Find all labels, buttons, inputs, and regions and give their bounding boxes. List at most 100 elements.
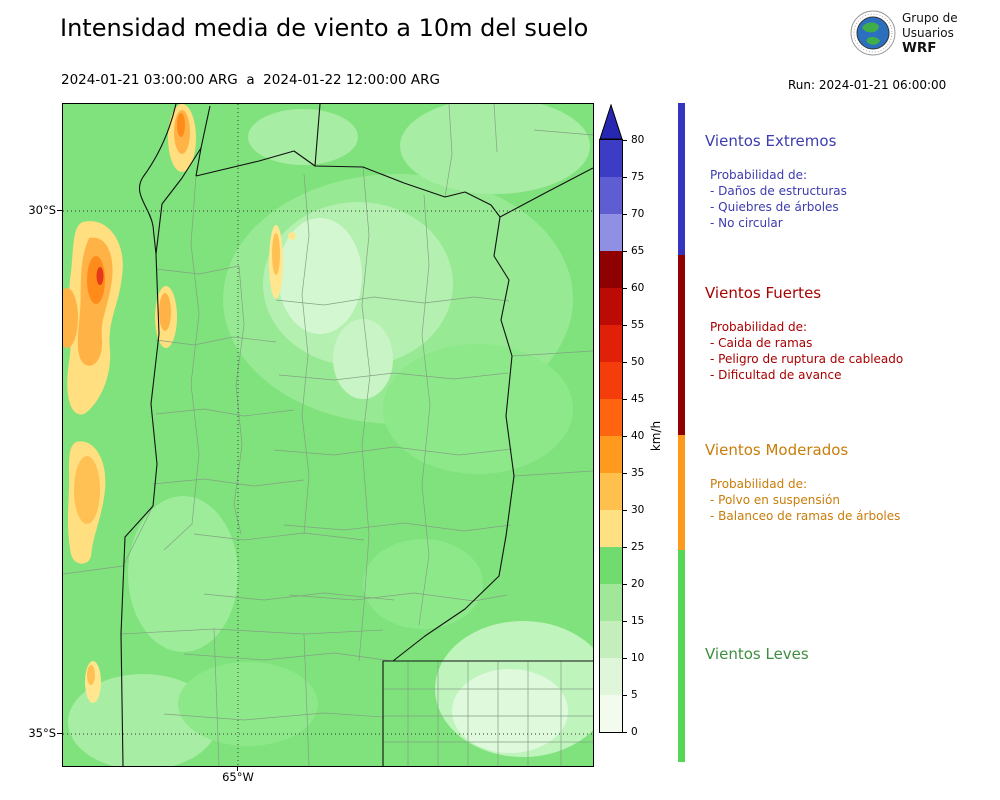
legend-section-intro: Probabilidad de: <box>710 168 808 182</box>
colorbar-tick-45: 45 <box>599 393 644 405</box>
colorbar-tick-label: 0 <box>631 726 638 738</box>
colorbar-segment-5-10 <box>600 658 622 695</box>
colorbar-segment-45-50 <box>600 362 622 399</box>
logo-line-2: Usuarios <box>902 25 954 40</box>
colorbar-tick-25: 25 <box>599 541 644 553</box>
colorbar-tickmark <box>623 361 627 363</box>
colorbar-tick-label: 65 <box>631 245 645 257</box>
legend-section-3: Vientos Leves <box>705 645 995 663</box>
colorbar-tick-80: 80 <box>599 134 644 146</box>
colorbar-segment-35-40 <box>600 436 622 473</box>
colorbar-tickmark <box>623 324 627 326</box>
colorbar-tick-label: 30 <box>631 504 645 516</box>
colorbar-tickmark <box>623 250 627 252</box>
legend-section-title: Vientos Extremos <box>705 132 837 150</box>
colorbar-tick-50: 50 <box>599 356 644 368</box>
lat-tick-label-30s: 30°S <box>28 203 56 217</box>
colorbar-tick-label: 75 <box>631 171 645 183</box>
colorbar-tick-label: 5 <box>631 689 638 701</box>
wind-intensity-field <box>63 104 593 766</box>
colorbar-tickmark <box>623 657 627 659</box>
colorbar-tickmark <box>623 139 627 141</box>
colorbar-tickmark <box>623 398 627 400</box>
legend-bar-segment-2 <box>678 435 685 550</box>
legend-bar-segment-0 <box>678 103 685 255</box>
colorbar-tick-40: 40 <box>599 430 644 442</box>
colorbar-tick-60: 60 <box>599 282 644 294</box>
legend-bar-segment-1 <box>678 255 685 435</box>
colorbar-tick-label: 25 <box>631 541 645 553</box>
globe-icon <box>850 10 896 56</box>
colorbar-tick-75: 75 <box>599 171 644 183</box>
colorbar-tick-label: 80 <box>631 134 645 146</box>
colorbar-tick-35: 35 <box>599 467 644 479</box>
legend-bar-segment-3 <box>678 550 685 762</box>
colorbar-tick-label: 15 <box>631 615 645 627</box>
colorbar-segment-75-80 <box>600 140 622 177</box>
colorbar-segment-0-5 <box>600 695 622 732</box>
legend-section-item: - Daños de estructuras <box>710 184 847 198</box>
colorbar-segments <box>599 139 623 733</box>
colorbar-segment-55-60 <box>600 288 622 325</box>
legend-section-intro: Probabilidad de: <box>710 477 808 491</box>
colorbar-tickmark <box>623 435 627 437</box>
department-boundaries <box>63 104 593 766</box>
colorbar-segment-40-45 <box>600 399 622 436</box>
colorbar-segment-15-20 <box>600 584 622 621</box>
legend-section-title: Vientos Fuertes <box>705 284 822 302</box>
legend-sections: Vientos Extremos Probabilidad de: - Daños … <box>705 103 995 765</box>
colorbar-segment-50-55 <box>600 325 622 362</box>
colorbar-tick-label: 10 <box>631 652 645 664</box>
legend-section-item: - Peligro de ruptura de cableado <box>710 352 904 366</box>
colorbar-unit-label: km/h <box>649 420 663 452</box>
lat-tick-label-35s: 35°S <box>28 726 56 740</box>
colorbar-tickmark <box>623 694 627 696</box>
colorbar-segment-20-25 <box>600 547 622 584</box>
colorbar-tickmark <box>623 731 627 733</box>
colorbar-tick-label: 50 <box>631 356 645 368</box>
colorbar-tick-55: 55 <box>599 319 644 331</box>
legend-section-item: - Polvo en suspensión <box>710 493 840 507</box>
lon-tick-label-65w: 65°W <box>222 770 254 784</box>
colorbar-tick-15: 15 <box>599 615 644 627</box>
colorbar-tick-label: 35 <box>631 467 645 479</box>
colorbar-tickmark <box>623 213 627 215</box>
colorbar-ticks: 0 5 10 15 20 25 30 35 40 45 50 55 60 65 70 75 80 <box>599 134 659 738</box>
wind-map-canvas <box>63 104 593 766</box>
lat-tickmark-35s <box>57 733 62 734</box>
province-boundaries <box>120 104 593 766</box>
colorbar-tick-10: 10 <box>599 652 644 664</box>
legend-section-0: Vientos Extremos Probabilidad de: - Daños … <box>705 132 995 231</box>
legend-section-1: Vientos Fuertes Probabilidad de: - Caida d… <box>705 284 995 383</box>
colorbar-segment-60-65 <box>600 251 622 288</box>
legend-colorbar <box>678 103 685 762</box>
colorbar-tickmark <box>623 287 627 289</box>
colorbar-tick-65: 65 <box>599 245 644 257</box>
model-run-label: Run: 2024-01-21 06:00:00 <box>788 78 947 92</box>
lon-tickmark-65w <box>237 766 238 771</box>
colorbar-segment-65-70 <box>600 214 622 251</box>
colorbar-segment-25-30 <box>600 510 622 547</box>
legend-section-title: Vientos Leves <box>705 645 809 663</box>
lat-lon-gridlines <box>63 104 593 766</box>
logo-text: Grupo de Usuarios WRF <box>902 11 958 56</box>
colorbar-tick-70: 70 <box>599 208 644 220</box>
colorbar-tick-label: 55 <box>631 319 645 331</box>
colorbar-tickmark <box>623 546 627 548</box>
colorbar-tick-label: 40 <box>631 430 645 442</box>
colorbar-tick-20: 20 <box>599 578 644 590</box>
logo-line-1: Grupo de <box>902 10 958 25</box>
logo-line-3: WRF <box>902 39 937 56</box>
legend-section-item: - No circular <box>710 216 783 230</box>
colorbar-segment-30-35 <box>600 473 622 510</box>
colorbar-tickmark <box>623 472 627 474</box>
colorbar-tick-label: 45 <box>631 393 645 405</box>
colorbar-segment-10-15 <box>600 621 622 658</box>
legend-section-title: Vientos Moderados <box>705 441 849 459</box>
legend-section-item: - Balanceo de ramas de árboles <box>710 509 901 523</box>
colorbar-tickmark <box>623 509 627 511</box>
colorbar-tick-0: 0 <box>599 726 638 738</box>
colorbar-tickmark <box>623 620 627 622</box>
wind-intensity-map <box>62 103 594 767</box>
